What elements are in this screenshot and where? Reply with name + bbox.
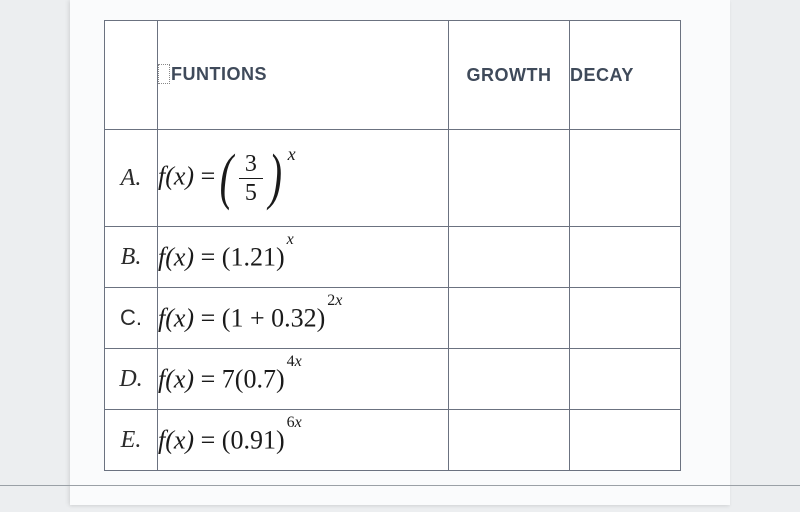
functions-table: FUNTIONS GROWTH DECAY A. f(x) = ( 3 5 ) … <box>104 20 681 471</box>
exponent: x <box>288 144 296 164</box>
table-row: B. f(x) = (1.21)x <box>105 227 681 288</box>
growth-cell <box>449 288 570 349</box>
header-functions-text: FUNTIONS <box>171 64 267 84</box>
function-cell: f(x) = (1 + 0.32)2x <box>158 288 449 349</box>
header-decay: DECAY <box>570 21 681 130</box>
row-label: C. <box>105 288 158 349</box>
exponent: 6x <box>287 414 302 431</box>
row-label: D. <box>105 349 158 410</box>
close-paren: ) <box>276 364 285 393</box>
growth-cell <box>449 227 570 288</box>
header-functions: FUNTIONS <box>158 21 449 130</box>
fx-text: f(x) <box>158 161 194 190</box>
header-row: FUNTIONS GROWTH DECAY <box>105 21 681 130</box>
exponent: x <box>287 231 294 248</box>
equals-sign: = <box>201 364 216 393</box>
function-cell: f(x) = 7(0.7)4x <box>158 349 449 410</box>
equals-sign: = <box>201 425 216 454</box>
fx-text: f(x) <box>158 425 194 454</box>
row-label: B. <box>105 227 158 288</box>
decay-cell <box>570 410 681 471</box>
base-value: 1.21 <box>230 242 276 271</box>
table-row: C. f(x) = (1 + 0.32)2x <box>105 288 681 349</box>
close-paren-icon: ) <box>269 156 282 199</box>
fx-text: f(x) <box>158 303 194 332</box>
base-value: 0.91 <box>230 425 276 454</box>
table-row: E. f(x) = (0.91)6x <box>105 410 681 471</box>
growth-cell <box>449 349 570 410</box>
table-row: A. f(x) = ( 3 5 ) x <box>105 130 681 227</box>
decay-cell <box>570 130 681 227</box>
header-growth: GROWTH <box>449 21 570 130</box>
decay-cell <box>570 288 681 349</box>
fraction: 3 5 <box>239 152 263 205</box>
growth-cell <box>449 410 570 471</box>
close-paren: ) <box>317 303 326 332</box>
function-cell: f(x) = (1.21)x <box>158 227 449 288</box>
fraction-denominator: 5 <box>239 179 263 205</box>
equals-sign: = <box>201 242 216 271</box>
header-blank <box>105 21 158 130</box>
open-paren-icon: ( <box>219 156 232 199</box>
table-row: D. f(x) = 7(0.7)4x <box>105 349 681 410</box>
function-cell: f(x) = ( 3 5 ) x <box>158 130 449 227</box>
equals-sign: = <box>201 303 216 332</box>
row-label: A. <box>105 130 158 227</box>
fx-text: f(x) <box>158 242 194 271</box>
exponent: 4x <box>287 353 302 370</box>
text-cursor-icon <box>158 64 170 84</box>
close-paren: ) <box>276 425 285 454</box>
fx-text: f(x) <box>158 364 194 393</box>
equals-sign: = <box>201 161 216 190</box>
decay-cell <box>570 349 681 410</box>
base-value: 0.7 <box>243 364 276 393</box>
base-value: 1 + 0.32 <box>230 303 316 332</box>
decay-cell <box>570 227 681 288</box>
close-paren: ) <box>276 242 285 271</box>
row-label: E. <box>105 410 158 471</box>
divider-line <box>0 485 800 486</box>
exponent: 2x <box>327 292 342 309</box>
fraction-numerator: 3 <box>239 152 263 179</box>
growth-cell <box>449 130 570 227</box>
coefficient: 7 <box>222 364 235 393</box>
function-cell: f(x) = (0.91)6x <box>158 410 449 471</box>
paper-sheet: FUNTIONS GROWTH DECAY A. f(x) = ( 3 5 ) … <box>70 0 730 505</box>
